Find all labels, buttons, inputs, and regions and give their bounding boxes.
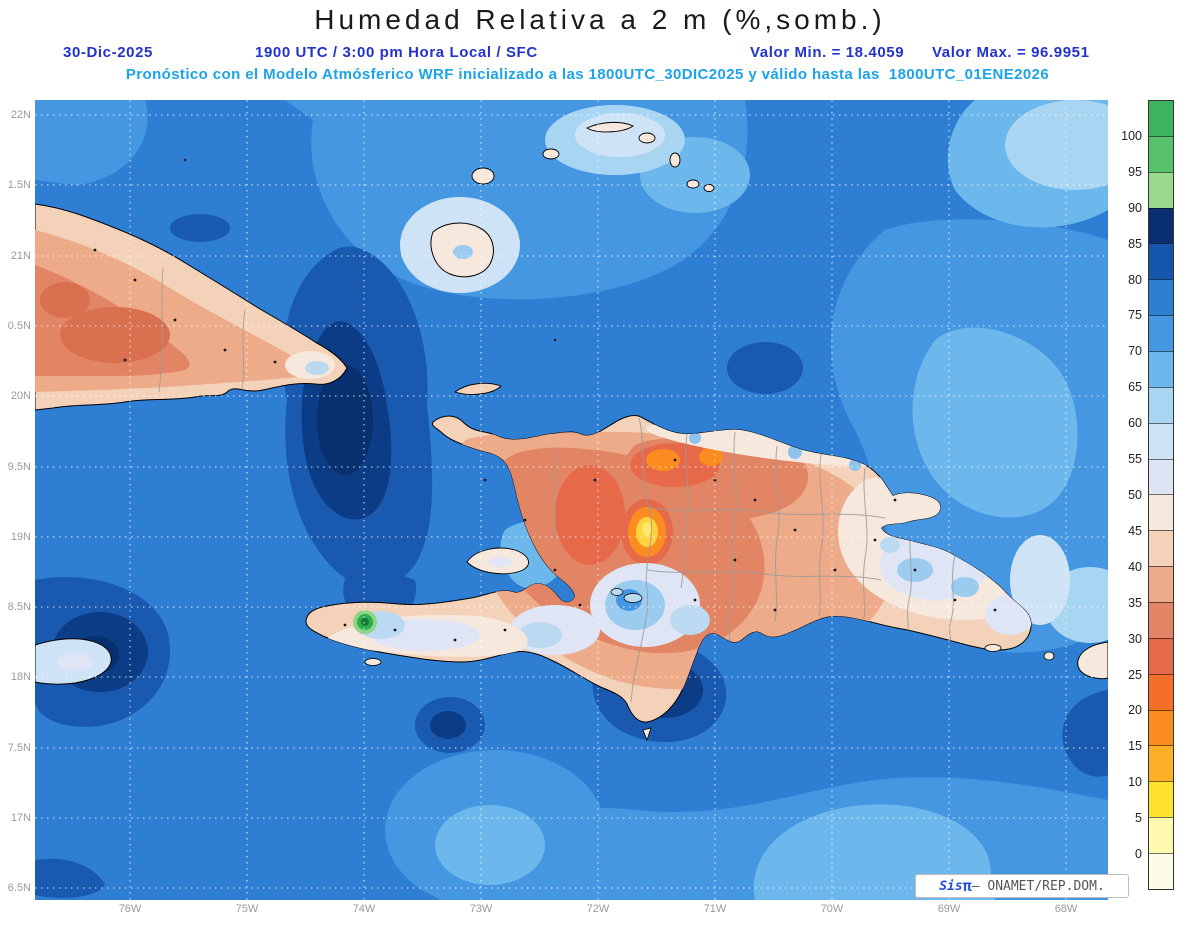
colorbar-segment <box>1149 422 1173 459</box>
lon-tick-label: 68W <box>1054 903 1078 915</box>
colorbar-tick-label: 30 <box>1128 631 1142 646</box>
lon-tick-label: 71W <box>703 903 727 915</box>
colorbar-segment <box>1149 279 1173 316</box>
colorbar-tick-label: 65 <box>1128 380 1142 395</box>
colorbar <box>1148 100 1174 890</box>
colorbar-tick-label: 50 <box>1128 488 1142 502</box>
colorbar-segment <box>1149 745 1173 782</box>
lon-tick-label: 69W <box>937 903 961 915</box>
colorbar-tick-label: 60 <box>1128 416 1142 431</box>
colorbar-tick-label: 20 <box>1128 703 1142 718</box>
colorbar-tick-label: 15 <box>1128 739 1142 754</box>
colorbar-tick-label: 40 <box>1128 559 1142 574</box>
colorbar-segment <box>1149 315 1173 352</box>
map-canvas <box>35 100 1108 900</box>
min-value-label: Valor Min. = 18.4059 <box>750 44 905 61</box>
colorbar-tick-label: 100 <box>1121 128 1142 143</box>
lat-tick-label: 1.5N <box>7 179 31 192</box>
colorbar-segment <box>1149 781 1173 818</box>
lon-tick-label: 72W <box>586 903 610 915</box>
colorbar-tick-label: 5 <box>1135 811 1142 826</box>
sispi-logo: Sis <box>939 878 963 894</box>
lon-tick-label: 70W <box>820 903 844 915</box>
lon-tick-label: 75W <box>235 903 259 915</box>
max-value-label: Valor Max. = 96.9951 <box>932 44 1090 61</box>
lat-tick-label: 0.5N <box>7 319 31 332</box>
colorbar-segment <box>1149 171 1173 208</box>
colorbar-tick-label: 45 <box>1128 523 1142 538</box>
colorbar-segment <box>1149 530 1173 567</box>
lon-tick-label: 73W <box>469 903 493 915</box>
valid-date: 30-Dic-2025 <box>63 44 153 61</box>
colorbar-segment <box>1149 709 1173 746</box>
lon-tick-label: 76W <box>118 903 142 915</box>
lat-tick-label: 6.5N <box>7 882 31 895</box>
colorbar-tick-label: 70 <box>1128 344 1142 359</box>
colorbar-segment <box>1149 602 1173 638</box>
pi-icon: π <box>962 877 972 895</box>
colorbar-segment <box>1149 817 1173 854</box>
lon-tick-label: 74W <box>352 903 376 915</box>
valid-time: 1900 UTC / 3:00 pm Hora Local / SFC <box>255 44 538 61</box>
lat-tick-label: 22N <box>10 109 31 121</box>
lat-tick-label: 7.5N <box>7 741 31 754</box>
lat-tick-label: 21N <box>10 249 31 262</box>
colorbar-segment <box>1149 135 1173 172</box>
forecast-model-line: Pronóstico con el Modelo Atmósferico WRF… <box>125 66 1050 83</box>
colorbar-segment <box>1149 351 1173 387</box>
colorbar-segment <box>1149 386 1173 423</box>
lat-tick-label: 20N <box>10 390 31 403</box>
weather-map-svg <box>35 100 1108 900</box>
colorbar-segment <box>1149 853 1173 889</box>
colorbar-tick-label: 35 <box>1128 595 1142 610</box>
colorbar-tick-label: 95 <box>1128 164 1142 179</box>
attribution-text: – ONAMET/REP.DOM. <box>971 878 1105 894</box>
colorbar-tick-label: 90 <box>1128 200 1142 215</box>
colorbar-tick-label: 10 <box>1128 775 1142 790</box>
colorbar-tick-label: 80 <box>1128 272 1142 287</box>
colorbar-segment <box>1149 243 1173 280</box>
lat-tick-label: 17N <box>10 812 31 824</box>
colorbar-tick-label: 55 <box>1128 452 1142 467</box>
colorbar-segment <box>1149 494 1173 531</box>
lat-tick-label: 9.5N <box>7 460 31 473</box>
colorbar-tick-label: 85 <box>1128 236 1142 251</box>
colorbar-tick-label: 25 <box>1128 667 1142 682</box>
lat-tick-label: 19N <box>10 530 31 543</box>
lat-tick-label: 8.5N <box>7 601 31 614</box>
colorbar-segment <box>1149 673 1173 710</box>
colorbar-segment <box>1149 637 1173 674</box>
attribution-box: Sis π – ONAMET/REP.DOM. <box>915 874 1129 898</box>
colorbar-tick-label: 75 <box>1128 308 1142 323</box>
colorbar-segment <box>1149 566 1173 603</box>
colorbar-segment <box>1149 458 1173 495</box>
colorbar-segment <box>1149 101 1173 136</box>
lat-tick-label: 18N <box>10 671 31 684</box>
page-title: Humedad Relativa a 2 m (%,somb.) <box>314 4 886 35</box>
colorbar-segment <box>1149 207 1173 244</box>
colorbar-tick-label: 0 <box>1135 847 1142 862</box>
